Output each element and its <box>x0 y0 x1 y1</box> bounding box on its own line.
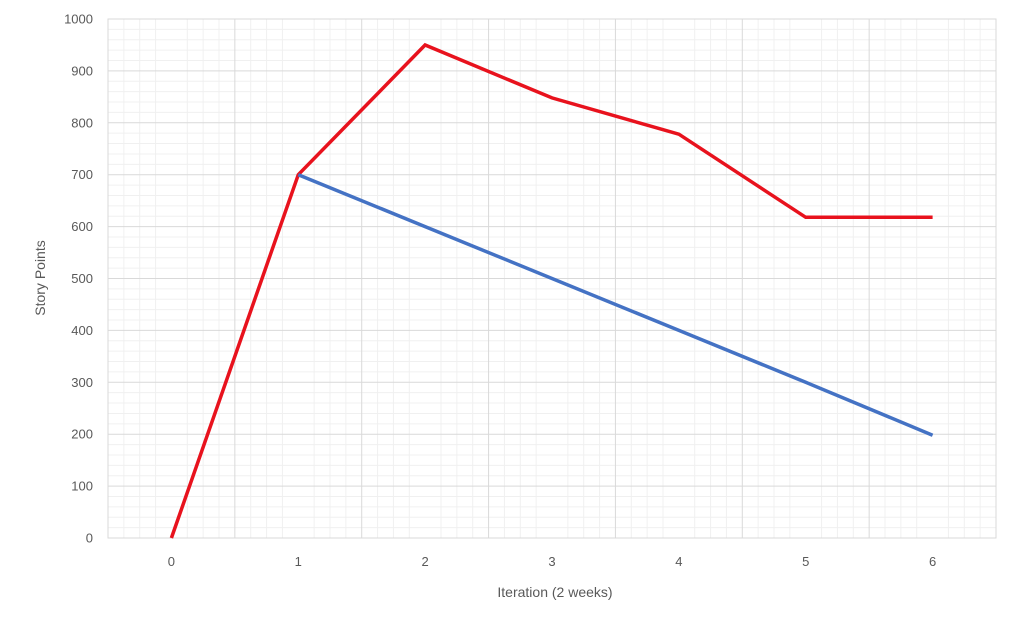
series-layer <box>169 42 934 539</box>
x-tick-label: 5 <box>802 554 809 569</box>
y-axis-tick-labels: 0 100 200 300 400 500 600 700 800 900 1000 <box>64 12 93 546</box>
y-tick-label: 900 <box>71 63 93 78</box>
x-tick-label: 2 <box>422 554 429 569</box>
x-tick-label: 3 <box>548 554 555 569</box>
x-tick-label: 0 <box>168 554 175 569</box>
y-tick-label: 400 <box>71 323 93 338</box>
y-tick-label: 300 <box>71 375 93 390</box>
y-tick-label: 0 <box>86 531 93 546</box>
x-tick-label: 6 <box>929 554 936 569</box>
y-tick-label: 800 <box>71 115 93 130</box>
y-tick-label: 1000 <box>64 12 93 27</box>
y-axis-title: Story Points <box>32 240 48 315</box>
y-tick-label: 500 <box>71 271 93 286</box>
plot-area-border <box>107 18 997 539</box>
x-axis-title: Iteration (2 weeks) <box>497 584 612 600</box>
series-line-2 <box>297 173 934 437</box>
x-tick-label: 1 <box>295 554 302 569</box>
series-line-1 <box>169 42 933 539</box>
y-tick-label: 600 <box>71 219 93 234</box>
y-tick-label: 200 <box>71 427 93 442</box>
x-tick-label: 4 <box>675 554 682 569</box>
y-tick-label: 100 <box>71 479 93 494</box>
plot-area-frame <box>107 18 997 539</box>
y-tick-label: 700 <box>71 167 93 182</box>
x-axis-tick-labels: 0 1 2 3 4 5 6 <box>168 554 936 569</box>
